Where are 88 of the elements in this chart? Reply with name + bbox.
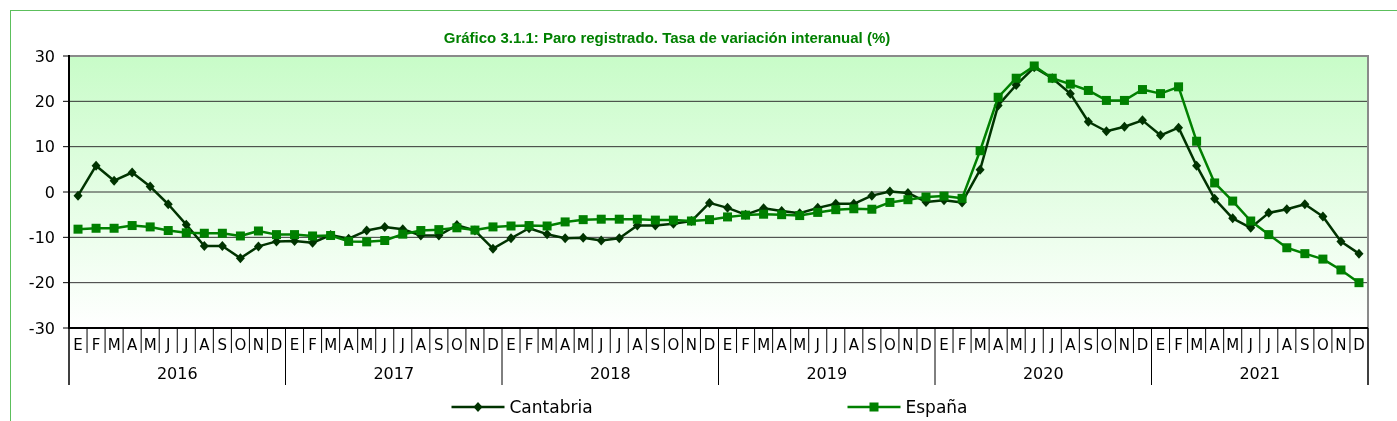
- x-tick-label: A: [199, 336, 211, 355]
- x-tick-label: J: [616, 336, 622, 355]
- x-tick-label: O: [1316, 336, 1329, 355]
- x-tick-label: S: [1300, 336, 1310, 355]
- x-tick-label: M: [793, 336, 807, 355]
- text: 2020: [1022, 363, 1064, 383]
- x-tick-label: E: [722, 336, 733, 355]
- x-tick-label: F: [741, 336, 750, 355]
- x-tick-label: O: [883, 336, 896, 355]
- x-tick-label: E: [506, 336, 516, 355]
- text: 2017: [373, 363, 415, 383]
- y-tick-label: 30: [34, 46, 55, 66]
- x-tick-label: J: [814, 336, 820, 355]
- x-tick-label: M: [324, 336, 338, 355]
- x-tick-label: S: [434, 336, 444, 355]
- x-tick-label: D: [1353, 336, 1365, 355]
- x-tick-label: N: [1118, 336, 1131, 355]
- x-tick-label: D: [1136, 336, 1149, 355]
- text: 2021: [1239, 363, 1281, 383]
- x-tick-label: O: [667, 336, 680, 355]
- x-tick-label: A: [1281, 336, 1293, 355]
- x-tick-label: E: [73, 336, 83, 355]
- x-tick-label: A: [993, 336, 1005, 355]
- x-tick-label: M: [143, 336, 157, 355]
- x-tick-label: O: [1100, 336, 1113, 355]
- x-tick-label: A: [848, 336, 860, 355]
- x-tick-label: A: [776, 336, 788, 355]
- x-tick-label: S: [650, 336, 661, 355]
- y-tick-label: 10: [34, 137, 55, 157]
- x-tick-label: N: [902, 336, 914, 355]
- x-tick-label: F: [957, 336, 967, 355]
- x-tick-label: M: [107, 336, 121, 355]
- x-tick-label: O: [234, 336, 247, 355]
- y-tick-label: 0: [44, 182, 55, 202]
- x-tick-label: M: [1009, 336, 1023, 355]
- x-tick-label: F: [1174, 336, 1183, 355]
- x-tick-label: D: [703, 336, 716, 355]
- x-tick-label: A: [415, 336, 427, 355]
- x-tick-label: J: [598, 336, 604, 355]
- x-tick-label: N: [252, 336, 265, 355]
- x-tick-label: F: [308, 336, 317, 355]
- x-tick-label: F: [91, 336, 101, 355]
- x-tick-label: J: [1247, 336, 1253, 355]
- x-tick-label: N: [469, 336, 481, 355]
- x-tick-label: M: [1226, 336, 1240, 355]
- y-tick-label: -30: [28, 318, 55, 338]
- y-tick-label: -10: [28, 227, 55, 247]
- x-tick-label: E: [939, 336, 949, 355]
- x-tick-label: E: [1155, 336, 1166, 355]
- legend-label: Cantabria: [509, 396, 593, 417]
- x-tick-label: J: [165, 336, 171, 355]
- x-tick-label: A: [343, 336, 355, 355]
- x-tick-label: A: [127, 336, 139, 355]
- x-tick-label: J: [1031, 336, 1037, 355]
- x-tick-label: J: [1265, 336, 1271, 355]
- x-tick-label: M: [757, 336, 771, 355]
- y-tick-label: -20: [28, 273, 55, 293]
- text: 2019: [806, 363, 848, 383]
- x-tick-label: S: [867, 336, 877, 355]
- x-tick-label: N: [1335, 336, 1347, 355]
- x-tick-label: E: [289, 336, 300, 355]
- x-tick-label: A: [632, 336, 644, 355]
- x-tick-label: A: [560, 336, 572, 355]
- x-tick-label: J: [381, 336, 387, 355]
- x-tick-label: J: [399, 336, 405, 355]
- x-tick-label: F: [524, 336, 534, 355]
- x-tick-label: A: [1209, 336, 1221, 355]
- x-tick-label: D: [920, 336, 932, 355]
- x-tick-label: D: [270, 336, 283, 355]
- legend-label: España: [905, 396, 968, 417]
- x-tick-label: D: [487, 336, 499, 355]
- x-tick-label: S: [1083, 336, 1094, 355]
- y-tick-label: 20: [34, 91, 55, 111]
- x-tick-label: S: [217, 336, 228, 355]
- x-tick-label: J: [832, 336, 838, 355]
- x-tick-label: M: [540, 336, 554, 355]
- x-tick-label: M: [576, 336, 590, 355]
- x-tick-label: M: [973, 336, 987, 355]
- x-tick-label: M: [1190, 336, 1204, 355]
- x-tick-label: A: [1065, 336, 1077, 355]
- x-tick-label: O: [450, 336, 463, 355]
- text: 2016: [156, 363, 198, 383]
- x-tick-label: J: [1049, 336, 1055, 355]
- x-tick-label: J: [183, 336, 189, 355]
- x-tick-label: M: [360, 336, 374, 355]
- chart-title: Gráfico 3.1.1: Paro registrado. Tasa de variación interanual (%): [443, 29, 891, 46]
- x-tick-label: N: [685, 336, 698, 355]
- text: 2018: [589, 363, 631, 383]
